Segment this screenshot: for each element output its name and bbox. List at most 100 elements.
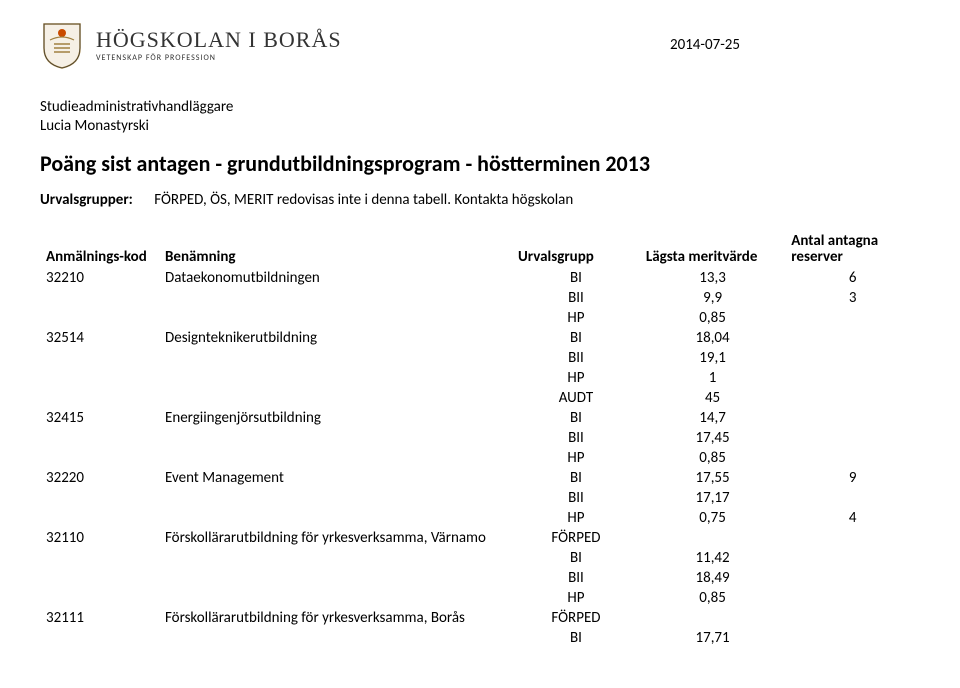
cell-code [40,448,159,468]
cell-group: HP [512,448,640,468]
cell-name [159,288,512,308]
cell-group: BI [512,628,640,648]
cell-reserve: 9 [785,468,920,488]
table-row: BII19,1 [40,348,920,368]
cell-name [159,428,512,448]
cell-group: BI [512,548,640,568]
table-row: BII18,49 [40,568,920,588]
table-row: BII9,93 [40,288,920,308]
cell-reserve [785,568,920,588]
date: 2014-07-25 [670,36,920,54]
cell-group: HP [512,588,640,608]
header-row: HÖGSKOLAN I BORÅS VETENSKAP FÖR PROFESSI… [40,20,920,70]
cell-value: 13,3 [640,268,785,288]
cell-reserve [785,448,920,468]
cell-name [159,348,512,368]
cell-value: 9,9 [640,288,785,308]
cell-name [159,448,512,468]
cell-group: AUDT [512,388,640,408]
cell-name: Event Management [159,468,512,488]
table-row: 32220Event ManagementBI17,559 [40,468,920,488]
brand-sub: VETENSKAP FÖR PROFESSION [96,54,342,62]
th-reserve-l2: reserver [791,249,914,266]
table-row: BI11,42 [40,548,920,568]
cell-name [159,388,512,408]
cell-name [159,508,512,528]
cell-value: 0,75 [640,508,785,528]
cell-code: 32415 [40,408,159,428]
table-row: AUDT45 [40,388,920,408]
cell-code [40,488,159,508]
cell-group: BII [512,488,640,508]
cell-reserve [785,528,920,548]
th-reserve: Antal antagna reserver [785,231,920,268]
logo-block: HÖGSKOLAN I BORÅS VETENSKAP FÖR PROFESSI… [40,20,342,70]
th-group: Urvalsgrupp [512,231,640,268]
cell-code [40,588,159,608]
cell-value: 11,42 [640,548,785,568]
table-row: HP0,85 [40,308,920,328]
cell-code [40,568,159,588]
cell-code: 32110 [40,528,159,548]
cell-code [40,428,159,448]
brand-text: HÖGSKOLAN I BORÅS VETENSKAP FÖR PROFESSI… [96,29,342,62]
cell-reserve [785,308,920,328]
cell-reserve [785,488,920,508]
table-row: HP0,85 [40,448,920,468]
note-text: FÖRPED, ÖS, MERIT redovisas inte i denna… [154,191,573,209]
cell-name [159,308,512,328]
cell-name [159,368,512,388]
cell-code [40,388,159,408]
cell-value: 0,85 [640,588,785,608]
cell-reserve [785,408,920,428]
cell-reserve [785,548,920,568]
cell-reserve [785,368,920,388]
cell-name: Energiingenjörsutbildning [159,408,512,428]
cell-value: 17,55 [640,468,785,488]
cell-name: Designteknikerutbildning [159,328,512,348]
table-row: 32514DesignteknikerutbildningBI18,04 [40,328,920,348]
cell-code [40,548,159,568]
cell-code [40,628,159,648]
cell-value [640,608,785,628]
cell-name: Dataekonomutbildningen [159,268,512,288]
cell-value: 1 [640,368,785,388]
cell-value: 18,04 [640,328,785,348]
cell-group: HP [512,368,640,388]
cell-code [40,288,159,308]
cell-group: BII [512,348,640,368]
cell-code [40,348,159,368]
cell-name [159,588,512,608]
note-label: Urvalsgrupper: [40,191,133,209]
meta-block: Studieadministrativhandläggare Lucia Mon… [40,98,920,136]
cell-code [40,308,159,328]
cell-code: 32111 [40,608,159,628]
brand-main: HÖGSKOLAN I BORÅS [96,29,342,51]
cell-reserve [785,348,920,368]
cell-group: BII [512,428,640,448]
cell-name: Förskollärarutbildning för yrkesverksamm… [159,608,512,628]
cell-value: 14,7 [640,408,785,428]
th-name: Benämning [159,231,512,268]
cell-value: 17,45 [640,428,785,448]
th-reserve-l1: Antal antagna [791,233,914,250]
cell-group: BII [512,288,640,308]
cell-reserve: 3 [785,288,920,308]
cell-value: 0,85 [640,308,785,328]
cell-group: HP [512,308,640,328]
cell-name [159,548,512,568]
cell-reserve [785,388,920,408]
cell-value: 19,1 [640,348,785,368]
table-row: BII17,45 [40,428,920,448]
cell-value: 17,71 [640,628,785,648]
table-row: BII17,17 [40,488,920,508]
cell-name [159,488,512,508]
cell-value: 18,49 [640,568,785,588]
cell-reserve: 4 [785,508,920,528]
cell-group: HP [512,508,640,528]
table-row: 32415EnergiingenjörsutbildningBI14,7 [40,408,920,428]
cell-code: 32514 [40,328,159,348]
cell-group: FÖRPED [512,528,640,548]
table-row: 32111Förskollärarutbildning för yrkesver… [40,608,920,628]
cell-reserve [785,608,920,628]
